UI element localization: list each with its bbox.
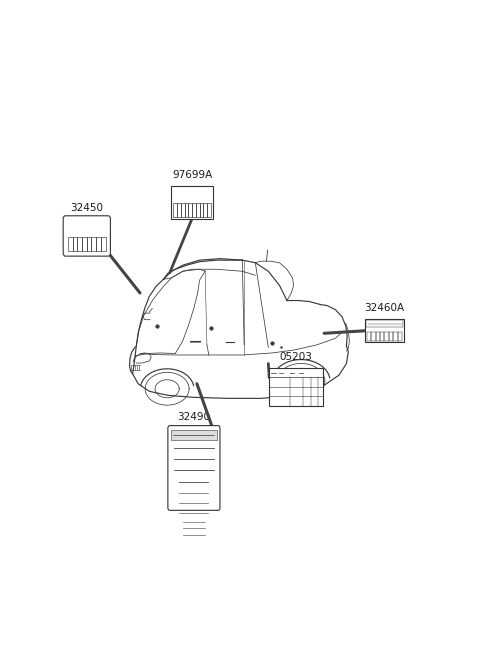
Bar bbox=[196, 203, 200, 217]
Bar bbox=[269, 368, 323, 406]
Bar bbox=[181, 203, 184, 217]
Bar bbox=[171, 430, 216, 440]
Bar bbox=[393, 331, 397, 341]
Bar bbox=[101, 237, 106, 251]
Bar bbox=[380, 331, 384, 341]
Bar bbox=[92, 237, 96, 251]
Bar bbox=[82, 237, 87, 251]
Bar bbox=[177, 203, 181, 217]
Bar bbox=[184, 203, 188, 217]
Bar bbox=[375, 331, 380, 341]
Bar bbox=[173, 203, 177, 217]
Bar bbox=[68, 237, 72, 251]
Bar bbox=[87, 237, 92, 251]
FancyBboxPatch shape bbox=[168, 426, 220, 510]
Text: 05203: 05203 bbox=[280, 352, 312, 362]
Text: 32460A: 32460A bbox=[364, 303, 405, 313]
Bar bbox=[389, 331, 393, 341]
Bar bbox=[171, 186, 214, 219]
Bar bbox=[367, 331, 371, 341]
Text: 32450: 32450 bbox=[70, 203, 103, 213]
Bar bbox=[204, 203, 207, 217]
Bar bbox=[397, 331, 402, 341]
Bar bbox=[384, 331, 389, 341]
Bar bbox=[200, 203, 204, 217]
Bar bbox=[96, 237, 101, 251]
Bar bbox=[77, 237, 82, 251]
Bar bbox=[371, 331, 375, 341]
Text: 97699A: 97699A bbox=[172, 170, 212, 179]
Bar bbox=[207, 203, 211, 217]
Bar bbox=[366, 320, 403, 327]
Bar bbox=[72, 237, 77, 251]
Bar bbox=[192, 203, 196, 217]
Bar bbox=[365, 320, 404, 342]
Bar bbox=[188, 203, 192, 217]
Text: 32490: 32490 bbox=[178, 412, 210, 422]
FancyBboxPatch shape bbox=[63, 215, 110, 256]
